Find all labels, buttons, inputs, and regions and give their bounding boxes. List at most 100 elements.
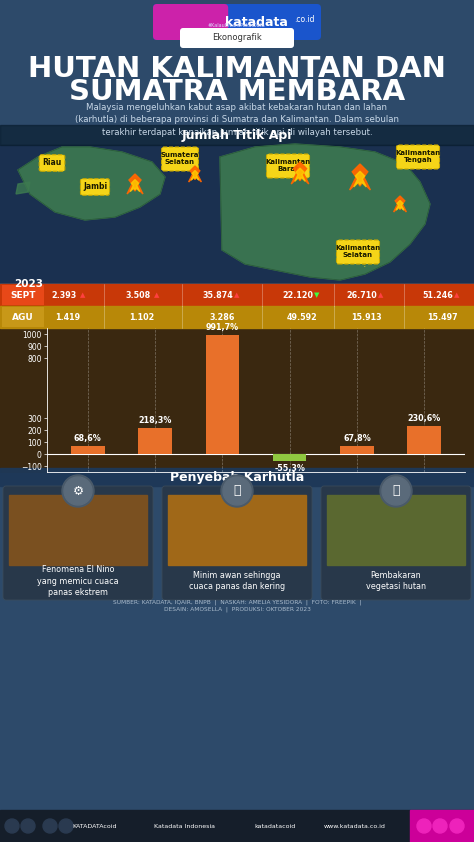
- Circle shape: [382, 477, 410, 505]
- Text: Malaysia mengeluhkan kabut asap akibat kebakaran hutan dan lahan
(karhutla) di b: Malaysia mengeluhkan kabut asap akibat k…: [75, 103, 399, 137]
- Text: 230,6%: 230,6%: [408, 414, 441, 424]
- Circle shape: [59, 819, 73, 833]
- Circle shape: [380, 475, 412, 507]
- Text: HUTAN KALIMANTAN DAN: HUTAN KALIMANTAN DAN: [28, 55, 446, 83]
- FancyBboxPatch shape: [321, 486, 471, 600]
- Text: Kalimantan
Barat: Kalimantan Barat: [265, 159, 310, 172]
- Text: Riau: Riau: [42, 158, 62, 167]
- Text: -55,3%: -55,3%: [274, 464, 305, 472]
- Circle shape: [417, 819, 431, 833]
- Text: ⚙: ⚙: [73, 484, 83, 498]
- Text: Sumatera
Selatan: Sumatera Selatan: [161, 152, 199, 165]
- Circle shape: [64, 477, 92, 505]
- Text: SUMBER: KATADATA, IQAIR, BNPB  |  NASKAH: AMELIA YESIDORA  |  FOTO: FREEPIK  |
D: SUMBER: KATADATA, IQAIR, BNPB | NASKAH: …: [113, 600, 361, 612]
- Text: ▲: ▲: [378, 292, 383, 298]
- Text: 26.710: 26.710: [346, 290, 377, 300]
- Text: 1.419: 1.419: [55, 312, 81, 322]
- Bar: [0, 284, 474, 306]
- Polygon shape: [18, 147, 165, 220]
- Text: 2.393: 2.393: [51, 290, 77, 300]
- Text: www.katadata.co.id: www.katadata.co.id: [324, 823, 386, 829]
- Text: Minim awan sehingga
cuaca panas dan kering: Minim awan sehingga cuaca panas dan keri…: [189, 571, 285, 591]
- Text: Kalimantan
Tengah: Kalimantan Tengah: [395, 150, 440, 163]
- Polygon shape: [16, 182, 30, 194]
- Bar: [340, 446, 374, 454]
- FancyBboxPatch shape: [3, 486, 153, 600]
- Bar: [407, 426, 441, 454]
- Bar: [0, 810, 474, 842]
- Polygon shape: [350, 164, 370, 190]
- Text: 3.508: 3.508: [126, 290, 151, 300]
- Text: Ekonografik: Ekonografik: [212, 33, 262, 41]
- Text: 🌿: 🌿: [392, 484, 400, 498]
- Circle shape: [223, 477, 251, 505]
- Polygon shape: [354, 171, 366, 187]
- Text: Fenomena El Nino
yang memicu cuaca
panas ekstrem: Fenomena El Nino yang memicu cuaca panas…: [37, 565, 119, 597]
- Text: .co.id: .co.id: [294, 15, 315, 24]
- Polygon shape: [393, 196, 406, 212]
- FancyBboxPatch shape: [81, 179, 109, 195]
- FancyBboxPatch shape: [266, 154, 310, 178]
- Polygon shape: [191, 170, 199, 180]
- Circle shape: [221, 475, 253, 507]
- Circle shape: [62, 475, 94, 507]
- Text: ▲: ▲: [155, 292, 160, 298]
- Polygon shape: [130, 179, 140, 192]
- Bar: [273, 454, 306, 461]
- Text: 35.874: 35.874: [202, 290, 233, 300]
- Text: 68,6%: 68,6%: [74, 434, 101, 443]
- FancyBboxPatch shape: [153, 4, 228, 40]
- Circle shape: [43, 819, 57, 833]
- Text: 15.497: 15.497: [427, 312, 457, 322]
- Bar: [0, 145, 474, 282]
- Text: KATADATAcoid: KATADATAcoid: [73, 823, 117, 829]
- Text: katadata: katadata: [225, 15, 288, 29]
- Text: katadatacoid: katadatacoid: [255, 823, 296, 829]
- Text: 67,8%: 67,8%: [343, 434, 371, 443]
- Text: AGU: AGU: [12, 312, 34, 322]
- FancyBboxPatch shape: [153, 4, 321, 40]
- Polygon shape: [220, 144, 430, 280]
- Text: 22.120: 22.120: [283, 290, 313, 300]
- Text: 49.592: 49.592: [287, 312, 318, 322]
- Text: 51.246: 51.246: [423, 290, 453, 300]
- Text: Jumlah Titik Api: Jumlah Titik Api: [182, 129, 292, 141]
- Bar: [327, 495, 465, 565]
- FancyBboxPatch shape: [180, 28, 294, 48]
- Circle shape: [450, 819, 464, 833]
- Bar: [138, 428, 172, 454]
- Bar: [71, 445, 105, 454]
- Polygon shape: [295, 168, 305, 181]
- Bar: [410, 810, 474, 842]
- Text: #KalauBicaraPakaiData: #KalauBicaraPakaiData: [208, 23, 266, 28]
- Text: 🌐: 🌐: [233, 484, 241, 498]
- Polygon shape: [291, 162, 309, 184]
- Text: ▲: ▲: [234, 292, 240, 298]
- Text: 1.102: 1.102: [129, 312, 155, 322]
- Text: 3.286: 3.286: [210, 312, 235, 322]
- Text: 991,7%: 991,7%: [206, 323, 239, 332]
- Text: 15.913: 15.913: [351, 312, 381, 322]
- FancyBboxPatch shape: [2, 285, 44, 305]
- Text: SUMATRA MEMBARA: SUMATRA MEMBARA: [69, 78, 405, 106]
- Text: Penyebab Karhutla: Penyebab Karhutla: [170, 471, 304, 483]
- Text: Kalimantan
Selatan: Kalimantan Selatan: [336, 245, 381, 258]
- Text: SEPT: SEPT: [10, 290, 36, 300]
- FancyBboxPatch shape: [337, 240, 380, 264]
- Text: ▲: ▲: [454, 292, 460, 298]
- FancyBboxPatch shape: [39, 155, 65, 171]
- Bar: [0, 328, 474, 472]
- FancyBboxPatch shape: [2, 307, 44, 327]
- FancyBboxPatch shape: [396, 145, 439, 169]
- Text: Katadata Indonesia: Katadata Indonesia: [155, 823, 216, 829]
- Bar: [168, 495, 306, 565]
- FancyBboxPatch shape: [162, 147, 199, 171]
- Bar: [0, 468, 474, 486]
- Text: 2023: 2023: [14, 279, 43, 289]
- FancyBboxPatch shape: [162, 486, 312, 600]
- Polygon shape: [189, 166, 201, 182]
- Text: Jambi: Jambi: [83, 182, 107, 191]
- Text: Pembakaran
vegetasi hutan: Pembakaran vegetasi hutan: [366, 571, 426, 591]
- Polygon shape: [396, 200, 404, 210]
- Bar: [0, 125, 474, 145]
